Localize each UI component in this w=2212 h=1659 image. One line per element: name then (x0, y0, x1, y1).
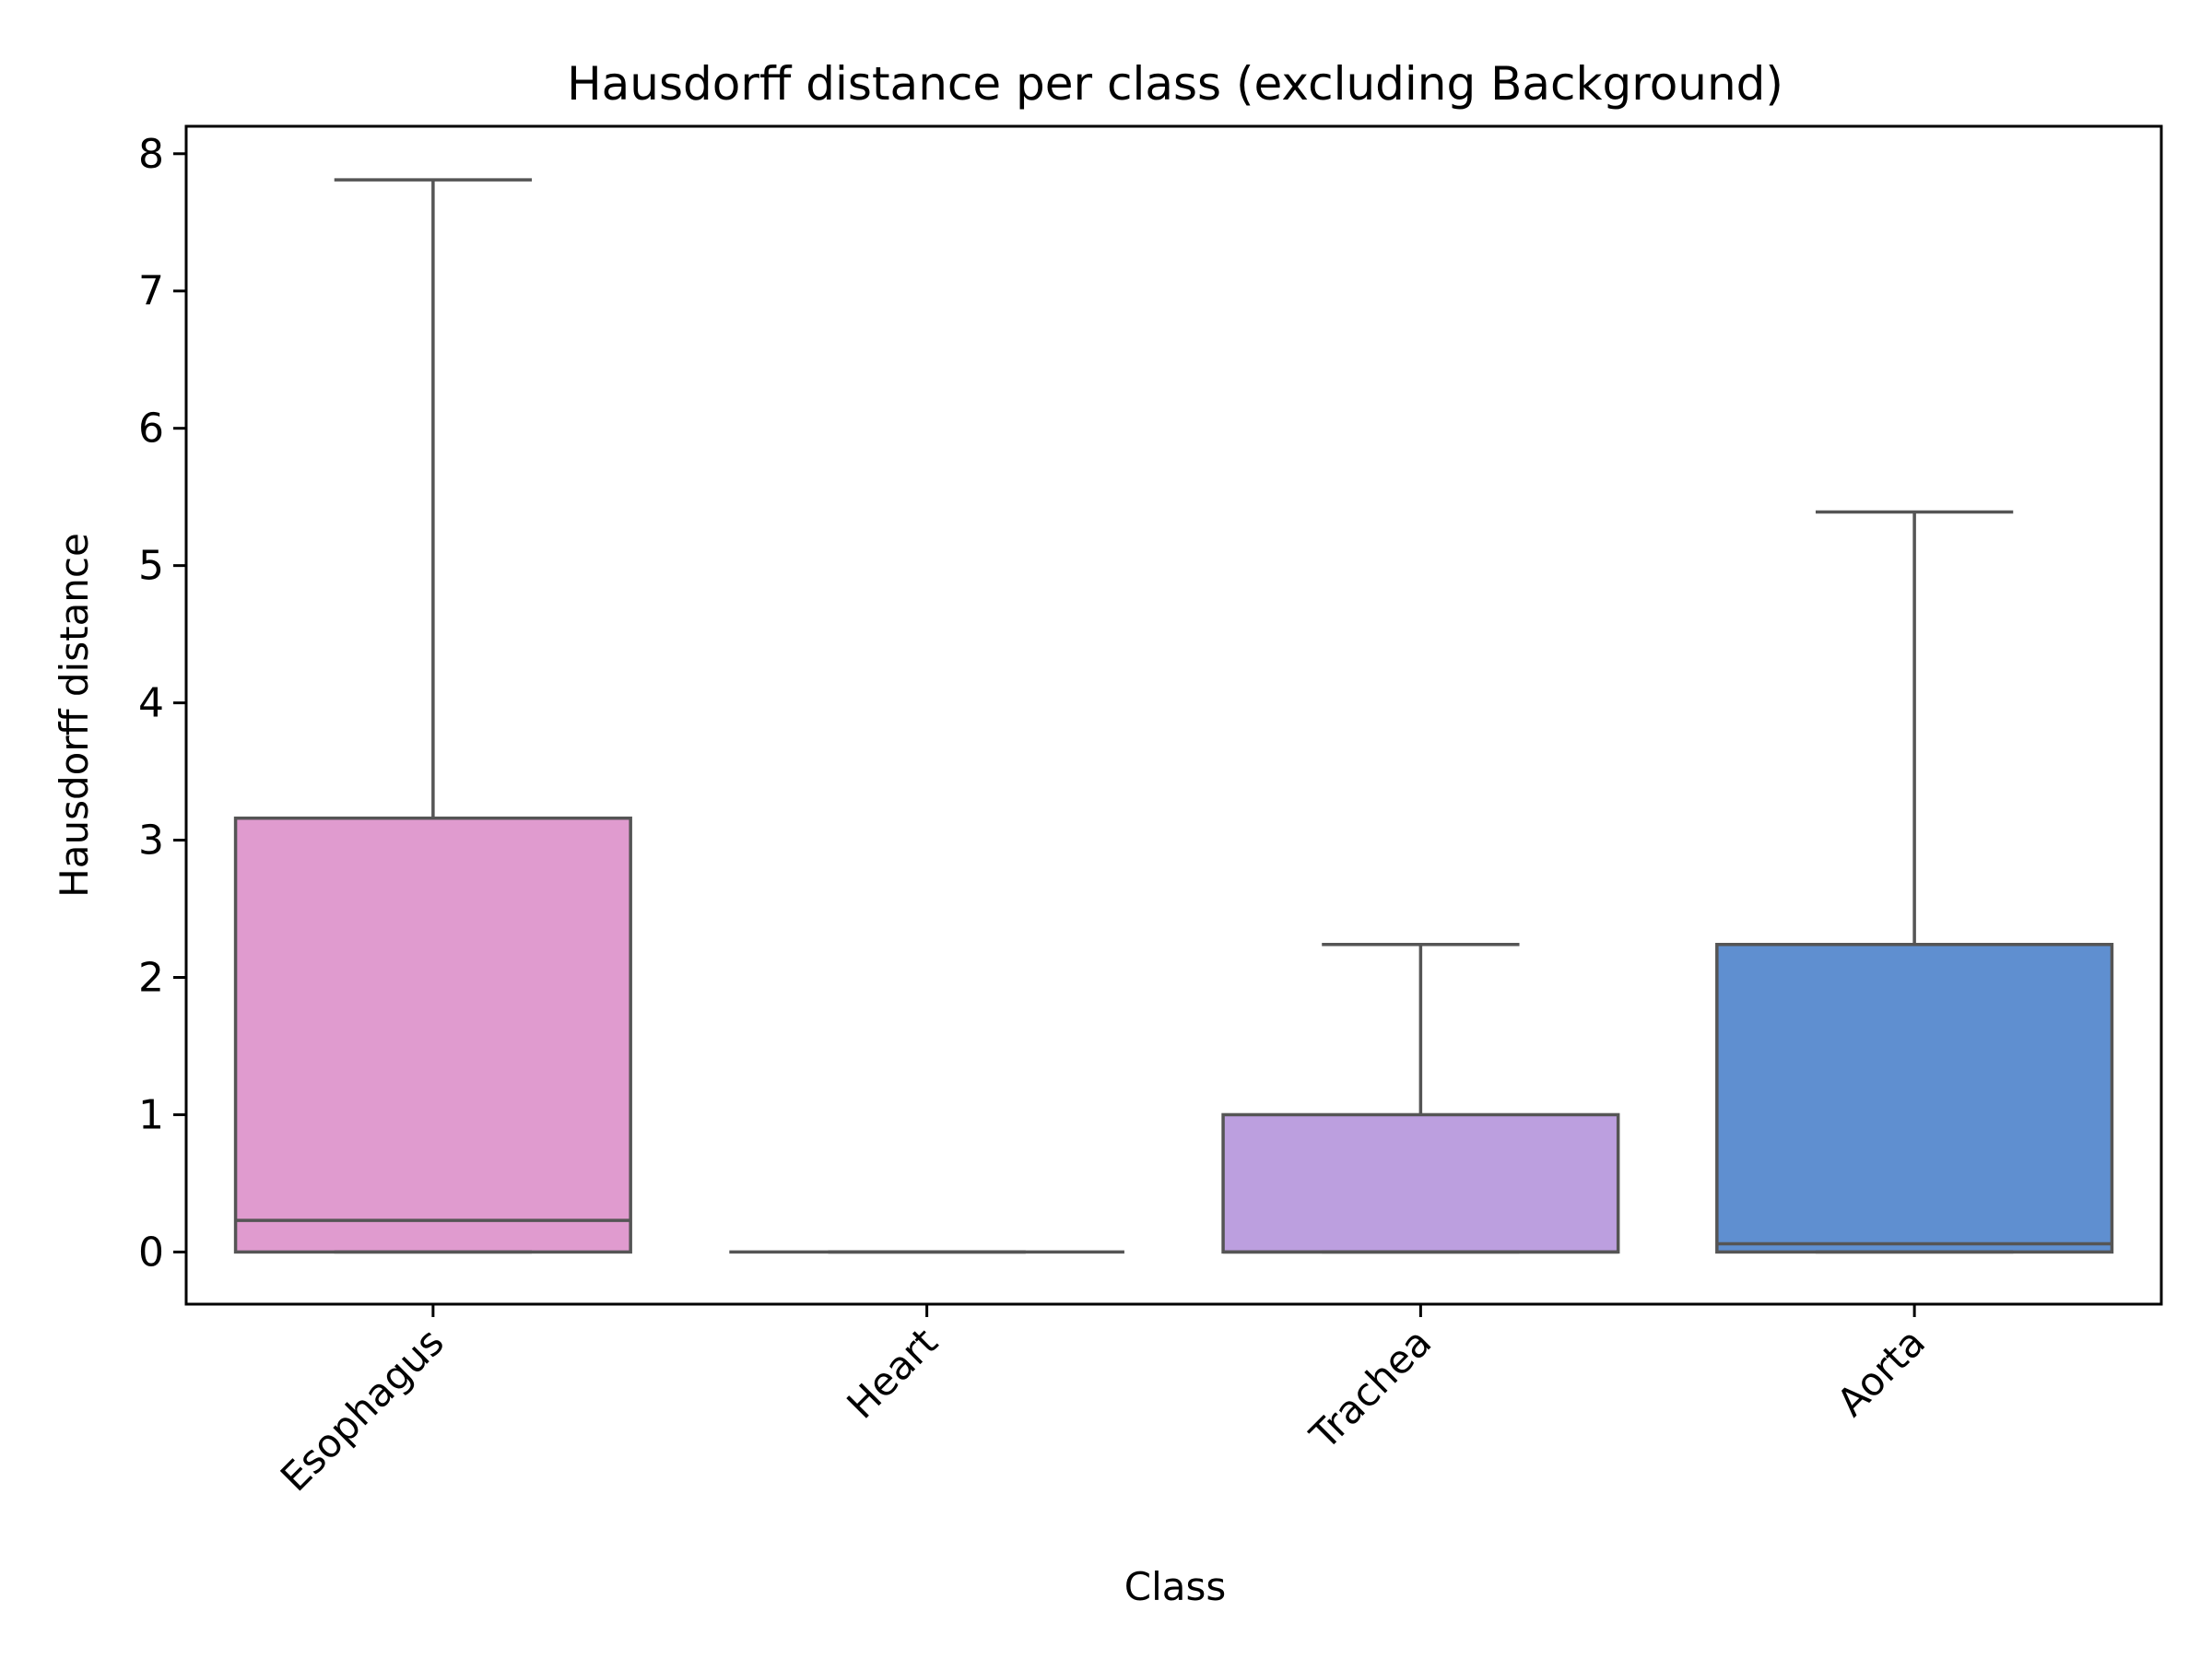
y-tick-label: 3 (138, 818, 164, 865)
box-body (233, 816, 632, 1254)
y-tick-label: 5 (138, 543, 164, 590)
box-esophagus (233, 178, 632, 1254)
plot-area (184, 124, 2163, 1306)
box-trachea (1221, 942, 1620, 1254)
y-tick-label: 1 (138, 1091, 164, 1138)
y-tick-label: 0 (138, 1229, 164, 1276)
axes-frame (184, 124, 2163, 1306)
box-body (1715, 942, 2114, 1254)
y-tick-label: 6 (138, 406, 164, 453)
y-tick-label: 2 (138, 954, 164, 1001)
y-tick-label: 8 (138, 131, 164, 178)
x-axis-label: Class (1124, 1564, 1227, 1609)
box-aorta (1715, 510, 2114, 1254)
boxes-layer (233, 178, 2114, 1254)
y-axis-label: Hausdorff distance (52, 533, 97, 898)
y-axis: 0 1 2 3 4 5 6 7 8 (138, 131, 186, 1276)
box-body (1221, 1112, 1620, 1254)
y-tick-label: 7 (138, 268, 164, 315)
chart-title: Hausdorff distance per class (excluding … (567, 57, 1783, 111)
y-tick-label: 4 (138, 680, 164, 727)
